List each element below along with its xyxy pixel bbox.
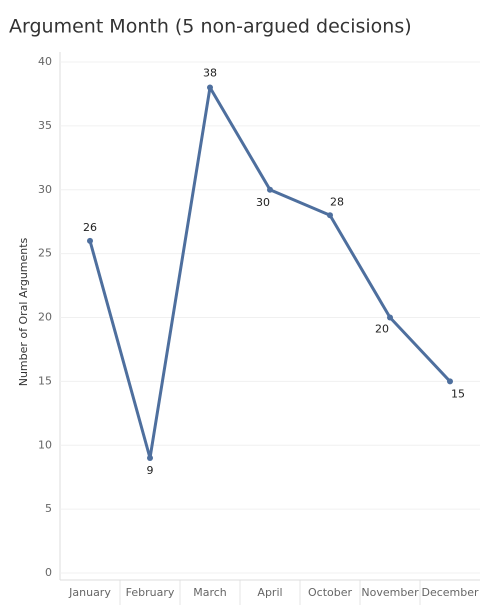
- y-tick-label: 15: [38, 374, 52, 387]
- x-tick-label: October: [308, 586, 352, 599]
- x-tick-label: November: [361, 586, 419, 599]
- point: [447, 378, 453, 385]
- point: [87, 237, 93, 244]
- point: [327, 212, 333, 219]
- y-tick-label: 40: [38, 55, 52, 68]
- y-tick-label: 0: [45, 566, 52, 579]
- x-tick-label: January: [68, 586, 111, 599]
- point: [207, 84, 213, 91]
- chart-title: Argument Month (5 non-argued decisions): [9, 16, 412, 38]
- y-tick-label: 10: [38, 438, 52, 451]
- data-label: 38: [203, 67, 217, 80]
- data-label: 20: [375, 323, 389, 336]
- x-tick-label: March: [193, 586, 227, 599]
- y-axis-label: Number of Oral Arguments: [17, 237, 30, 386]
- data-label: 30: [256, 196, 270, 209]
- point: [267, 186, 273, 193]
- x-tick-label: April: [257, 586, 282, 599]
- y-tick-label: 30: [38, 183, 52, 196]
- x-tick-label: February: [126, 586, 175, 599]
- data-label: 28: [330, 195, 344, 208]
- data-label: 26: [83, 221, 97, 234]
- y-tick-label: 25: [38, 247, 52, 260]
- data-label: 9: [147, 464, 154, 477]
- point: [147, 455, 153, 462]
- y-tick-label: 5: [45, 502, 52, 515]
- y-tick-label: 35: [38, 119, 52, 132]
- data-label: 15: [451, 387, 465, 400]
- line: [88, 86, 452, 460]
- x-tick-label: December: [421, 586, 479, 599]
- y-tick-label: 20: [38, 311, 52, 324]
- point: [387, 314, 393, 321]
